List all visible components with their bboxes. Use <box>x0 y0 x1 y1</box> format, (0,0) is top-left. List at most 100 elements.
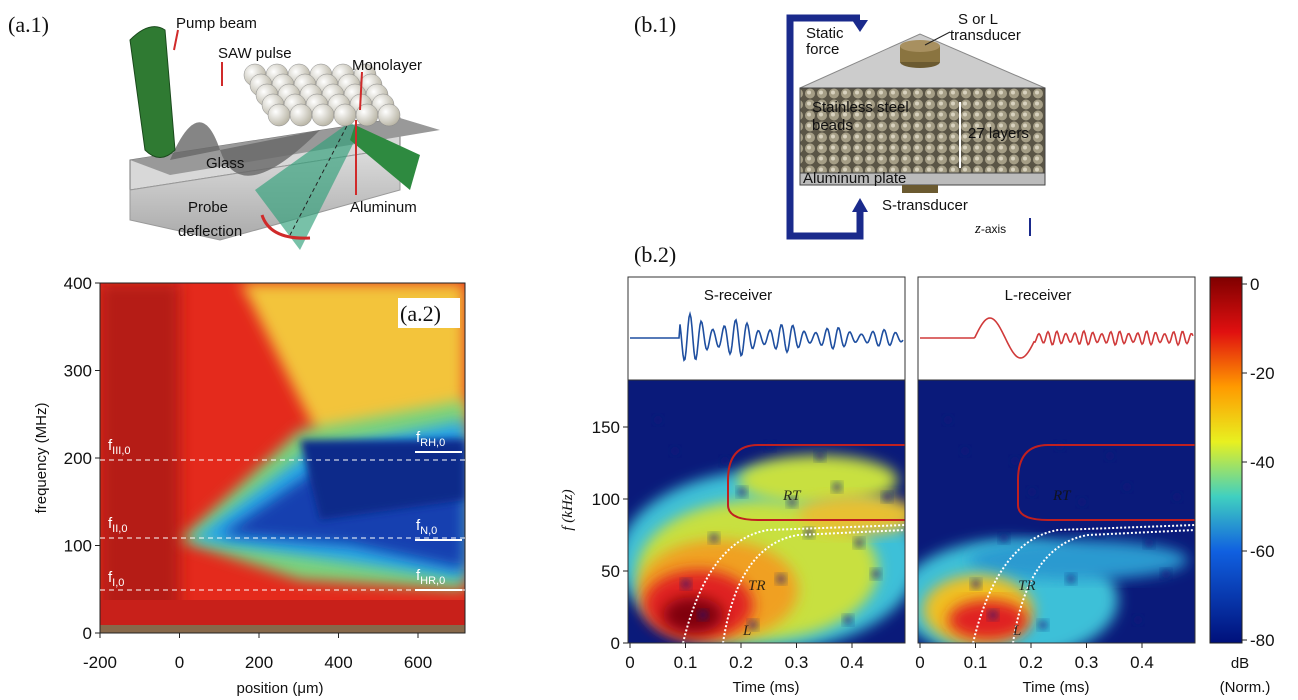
annotation: fI,0 <box>108 569 124 589</box>
spot <box>1094 528 1104 538</box>
y-tick-label: 100 <box>64 537 92 556</box>
spot <box>871 569 881 579</box>
y-tick-label: 400 <box>64 274 92 293</box>
panel-label: (b.1) <box>634 12 676 37</box>
spot <box>999 533 1009 543</box>
frame <box>917 379 1196 644</box>
label: Monolayer <box>352 57 422 74</box>
x-tick-label: 0 <box>625 653 634 672</box>
bead <box>267 103 291 127</box>
label: deflection <box>178 223 242 240</box>
x-tick-label: 0.1 <box>964 653 988 672</box>
label: z-axis <box>974 221 1006 237</box>
ridge <box>682 524 905 643</box>
spectrogram <box>628 380 905 643</box>
annotation-base: f <box>108 569 113 586</box>
y-axis-label: frequency (MHz) <box>33 403 50 514</box>
y-tick-label: 50 <box>601 562 620 581</box>
y-tick-label: 100 <box>592 490 620 509</box>
label: z <box>974 221 981 237</box>
blob <box>738 455 898 505</box>
colorbar-tick-label: 0 <box>1250 275 1259 294</box>
y-tick-label: 150 <box>592 418 620 437</box>
y-axis-label: f (kHz) <box>560 489 576 530</box>
x-tick-label: 200 <box>245 653 273 672</box>
label: Static <box>806 25 844 42</box>
region-label: RT <box>1052 488 1072 504</box>
x-tick-label: 400 <box>324 653 352 672</box>
spot <box>1133 615 1143 625</box>
spot <box>960 446 970 456</box>
spot <box>854 538 864 548</box>
blob <box>968 540 1188 580</box>
y-tick-label: 0 <box>83 624 92 643</box>
spot <box>737 487 747 497</box>
spot <box>1077 497 1087 507</box>
region-label: RT <box>782 488 802 504</box>
spot <box>1144 538 1154 548</box>
colorbar-label: (Norm.) <box>1220 679 1271 696</box>
panel-label: (a.2) <box>400 301 441 326</box>
spot <box>1066 574 1076 584</box>
spot <box>787 497 797 507</box>
trace-box <box>627 276 906 381</box>
x-tick-label: 0.4 <box>840 653 864 672</box>
x-tick-label: -200 <box>83 653 117 672</box>
label: S-transducer <box>882 197 968 214</box>
annotation-sub: II,0 <box>112 523 127 535</box>
annotation-base: f <box>108 437 113 454</box>
y-tick-label: 200 <box>64 449 92 468</box>
spectrogram <box>918 380 1195 643</box>
label: Probe <box>188 199 228 216</box>
waveform <box>920 317 1194 359</box>
annotation-base: f <box>416 517 421 534</box>
annotation-base: f <box>416 429 421 446</box>
x-axis-label: Time (ms) <box>1023 679 1090 696</box>
spot <box>1172 492 1182 502</box>
label: -axis <box>981 222 1006 236</box>
x-axis-label: Time (ms) <box>733 679 800 696</box>
annotation-sub: N,0 <box>420 525 437 537</box>
x-axis-label: position (μm) <box>237 680 324 697</box>
receiver-label: L-receiver <box>1005 287 1072 304</box>
a2-heatmap <box>99 282 466 634</box>
label: S or L <box>958 11 998 28</box>
annotation-base: f <box>108 515 113 532</box>
panel-label: (a.1) <box>8 12 49 37</box>
spot <box>832 482 842 492</box>
label: 27 layers <box>968 125 1029 142</box>
panel-label: (b.2) <box>634 242 676 267</box>
annotation: fII,0 <box>108 515 127 535</box>
label: transducer <box>950 27 1021 44</box>
x-tick-label: 0.2 <box>1019 653 1043 672</box>
label: Glass <box>206 155 244 172</box>
spot <box>843 615 853 625</box>
ridge <box>727 444 905 521</box>
b2-panels: S-receiver RT TR L 0 0.1 0.2 0.3 0.4 Time (ms) L-r… <box>592 275 1275 696</box>
label: Aluminum <box>350 199 417 216</box>
x-tick-label: 0.3 <box>1075 653 1099 672</box>
x-tick-label: 0.3 <box>785 653 809 672</box>
x-tick-label: 0 <box>175 653 184 672</box>
spot <box>681 579 691 589</box>
annotation: fN,0 <box>416 517 437 537</box>
spot <box>1010 456 1020 466</box>
bead <box>333 103 357 127</box>
spot <box>670 446 680 456</box>
colorbar-label: dB <box>1231 655 1249 672</box>
region-label: TR <box>1018 578 1036 594</box>
spot <box>698 610 708 620</box>
annotation-sub: III,0 <box>112 445 130 457</box>
label: Aluminum plate <box>803 170 906 187</box>
spot <box>804 528 814 538</box>
spot <box>815 451 825 461</box>
ridge <box>1012 529 1195 643</box>
colorbar-tick-label: -60 <box>1250 542 1275 561</box>
spot <box>971 579 981 589</box>
waveform <box>630 310 904 362</box>
colorbar-tick-label: -40 <box>1250 453 1275 472</box>
annotation: fHR,0 <box>416 567 445 587</box>
y-tick-label: 300 <box>64 362 92 381</box>
spot <box>709 533 719 543</box>
